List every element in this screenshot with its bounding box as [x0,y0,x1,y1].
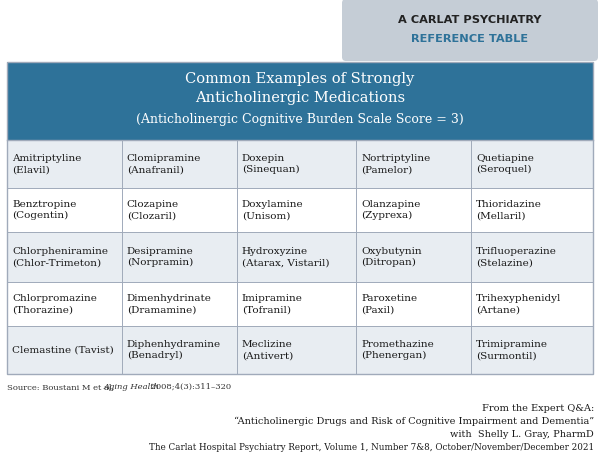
Text: Trimipramine
(Surmontil): Trimipramine (Surmontil) [476,340,548,360]
Text: Clemastine (Tavist): Clemastine (Tavist) [12,345,114,354]
Text: Anticholinergic Medications: Anticholinergic Medications [195,91,405,105]
Text: Desipramine
(Norpramin): Desipramine (Norpramin) [127,247,194,267]
Text: REFERENCE TABLE: REFERENCE TABLE [412,34,529,44]
Bar [7,62,593,140]
Bar [7,232,593,282]
Text: Chlorpromazine
(Thorazine): Chlorpromazine (Thorazine) [12,294,97,314]
Text: with  Shelly L. Gray, PharmD: with Shelly L. Gray, PharmD [450,430,594,439]
Text: Diphenhydramine
(Benadryl): Diphenhydramine (Benadryl) [127,340,221,360]
Text: Trifluoperazine
(Stelazine): Trifluoperazine (Stelazine) [476,247,557,267]
Text: Trihexyphenidyl
(Artane): Trihexyphenidyl (Artane) [476,294,562,314]
FancyBboxPatch shape [342,0,598,61]
Text: Source: Boustani M et al,: Source: Boustani M et al, [7,383,117,391]
Bar [7,282,593,326]
Text: Amitriptyline
(Elavil): Amitriptyline (Elavil) [12,154,82,174]
Text: Thioridazine
(Mellaril): Thioridazine (Mellaril) [476,200,542,220]
Text: 2008;4(3):311–320: 2008;4(3):311–320 [148,383,231,391]
Text: Olanzapine
(Zyprexa): Olanzapine (Zyprexa) [361,200,421,220]
Text: Benztropine
(Cogentin): Benztropine (Cogentin) [12,200,76,220]
Text: A CARLAT PSYCHIATRY: A CARLAT PSYCHIATRY [398,15,542,25]
Text: Meclizine
(Antivert): Meclizine (Antivert) [242,340,293,360]
Text: From the Expert Q&A:: From the Expert Q&A: [482,404,594,413]
Text: Doxylamine
(Unisom): Doxylamine (Unisom) [242,200,304,220]
Text: The Carlat Hospital Psychiatry Report, Volume 1, Number 7&8, October/November/De: The Carlat Hospital Psychiatry Report, V… [149,443,594,452]
Bar [7,62,593,374]
Text: Hydroxyzine
(Atarax, Vistaril): Hydroxyzine (Atarax, Vistaril) [242,247,329,267]
Text: Dimenhydrinate
(Dramamine): Dimenhydrinate (Dramamine) [127,294,212,314]
Text: Imipramine
(Tofranil): Imipramine (Tofranil) [242,294,302,314]
Bar [7,326,593,374]
Text: Clozapine
(Clozaril): Clozapine (Clozaril) [127,200,179,220]
Text: Nortriptyline
(Pamelor): Nortriptyline (Pamelor) [361,154,431,174]
Text: “Anticholinergic Drugs and Risk of Cognitive Impairment and Dementia”: “Anticholinergic Drugs and Risk of Cogni… [234,417,594,426]
Text: Common Examples of Strongly: Common Examples of Strongly [185,72,415,86]
Bar [7,140,593,188]
Text: Aging Health: Aging Health [104,383,160,391]
Text: Paroxetine
(Paxil): Paroxetine (Paxil) [361,294,418,314]
Text: Promethazine
(Phenergan): Promethazine (Phenergan) [361,340,434,360]
Text: Quetiapine
(Seroquel): Quetiapine (Seroquel) [476,154,534,174]
Text: Doxepin
(Sinequan): Doxepin (Sinequan) [242,154,299,174]
Text: (Anticholinergic Cognitive Burden Scale Score = 3): (Anticholinergic Cognitive Burden Scale … [136,114,464,126]
Text: Clomipramine
(Anafranil): Clomipramine (Anafranil) [127,154,201,174]
Text: Chlorpheniramine
(Chlor-Trimeton): Chlorpheniramine (Chlor-Trimeton) [12,247,108,267]
Bar [7,188,593,232]
Text: Oxybutynin
(Ditropan): Oxybutynin (Ditropan) [361,247,422,267]
